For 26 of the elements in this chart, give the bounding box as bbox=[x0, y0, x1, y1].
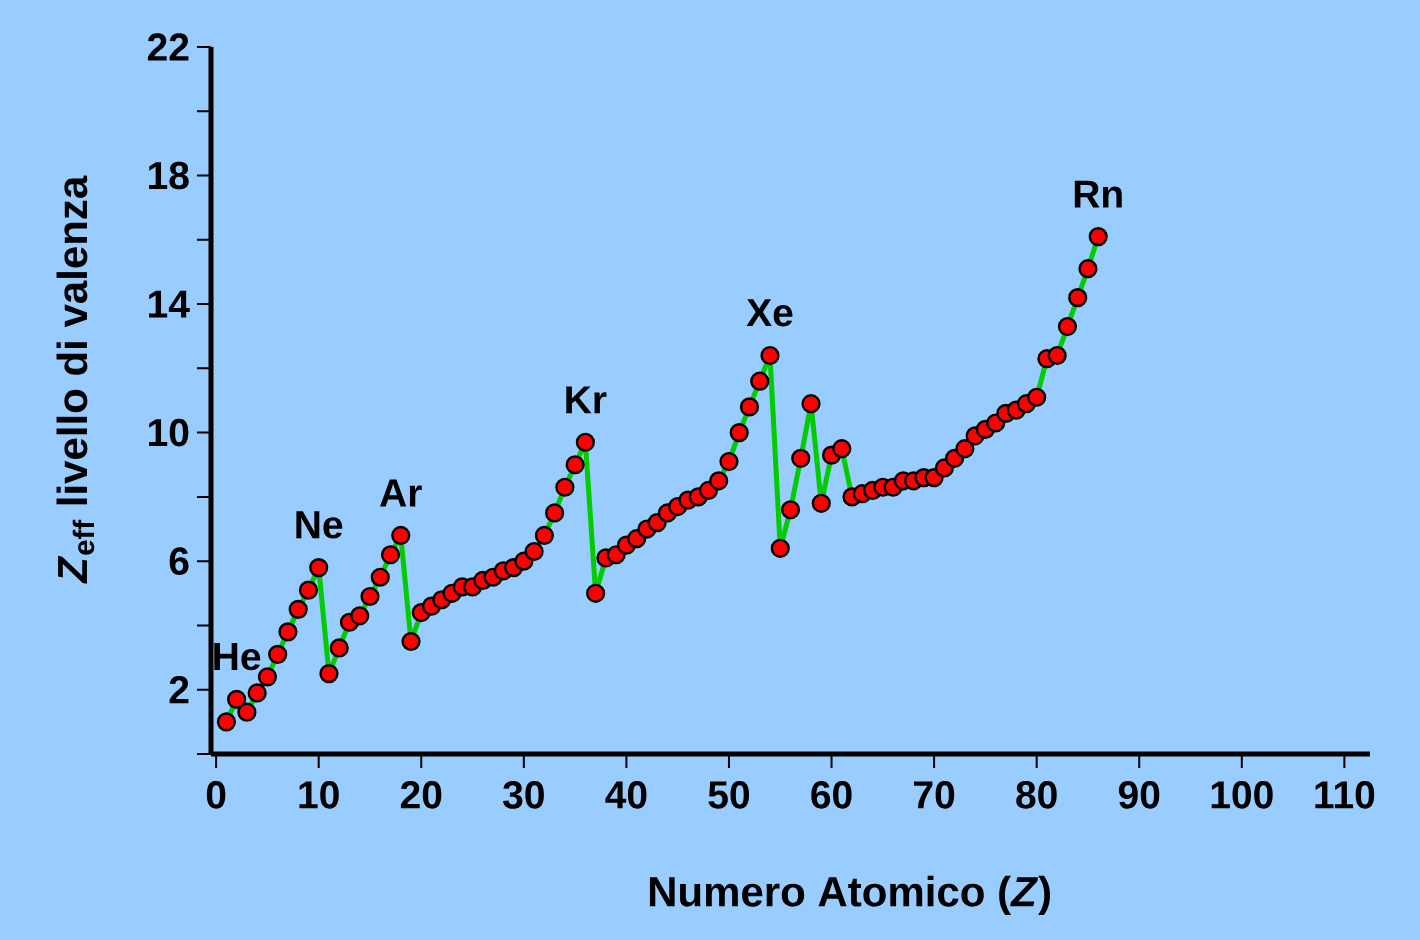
y-tick-label: 2 bbox=[169, 676, 189, 704]
x-tick-label: 30 bbox=[503, 781, 544, 809]
x-tick-label: 50 bbox=[708, 781, 750, 809]
annotation: Xe bbox=[746, 299, 793, 327]
x-tick-label: 70 bbox=[914, 781, 955, 809]
y-axis-title: Z$_{eff}$ livello di valenza bbox=[56, 175, 95, 584]
annotation: Ne bbox=[296, 511, 343, 539]
x-tick-label: 40 bbox=[605, 781, 647, 809]
annotation: Kr bbox=[566, 386, 607, 414]
x-tick-label: 80 bbox=[1016, 781, 1057, 809]
x-tick-label: 60 bbox=[811, 781, 852, 809]
x-tick-label: 100 bbox=[1211, 781, 1273, 809]
y-tick-label: 18 bbox=[149, 161, 189, 190]
y-tick-label: 22 bbox=[147, 33, 189, 61]
x-tick-label: 0 bbox=[206, 781, 226, 809]
y-tick-label: 6 bbox=[169, 547, 189, 575]
x-tick-label: 90 bbox=[1118, 781, 1160, 809]
x-tick-label: 110 bbox=[1315, 781, 1375, 809]
x-tick-label: 10 bbox=[299, 781, 339, 809]
annotation: Ar bbox=[380, 479, 422, 507]
x-axis-title: Numero Atomico (Z) bbox=[649, 875, 1050, 915]
annotation: He bbox=[214, 643, 261, 671]
x-tick-label: 20 bbox=[400, 781, 442, 809]
y-tick-label: 14 bbox=[149, 290, 190, 318]
annotation: Rn bbox=[1074, 180, 1122, 208]
y-tick-label: 10 bbox=[149, 418, 189, 447]
